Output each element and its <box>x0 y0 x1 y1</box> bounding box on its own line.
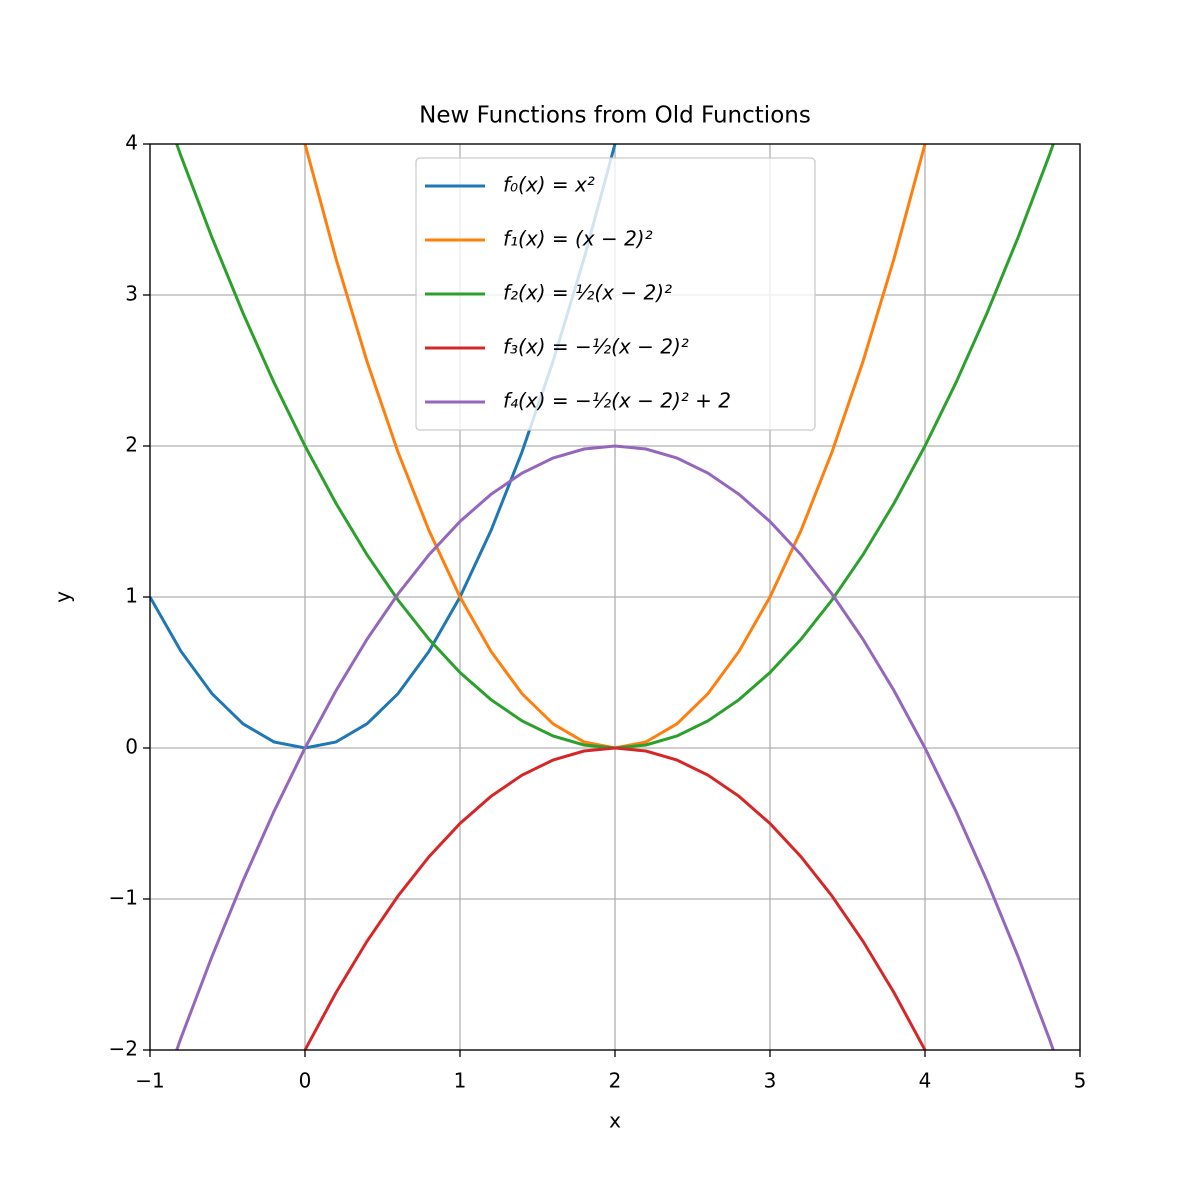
y-tick-label: −2 <box>109 1037 138 1061</box>
x-axis-label: x <box>609 1109 621 1133</box>
series-line <box>303 746 927 1050</box>
ticks: −1 0 1 2 3 4 5 −2 −1 0 1 2 3 4 <box>109 131 1087 1093</box>
y-tick-label: 0 <box>125 735 138 759</box>
series-line <box>175 444 1055 1050</box>
y-tick-label: 3 <box>125 282 138 306</box>
y-axis-label: y <box>51 591 75 603</box>
legend-label: f₂(x) = ½(x − 2)² <box>503 281 672 305</box>
legend-label: f₁(x) = (x − 2)² <box>503 227 653 251</box>
x-tick-label: 2 <box>609 1069 622 1093</box>
plot-area <box>150 144 1055 1050</box>
x-tick-label: 0 <box>299 1069 312 1093</box>
x-tick-label: −1 <box>135 1069 164 1093</box>
y-tick-label: 4 <box>125 131 138 155</box>
x-tick-label: 3 <box>764 1069 777 1093</box>
x-tick-label: 1 <box>454 1069 467 1093</box>
x-tick-label: 5 <box>1074 1069 1087 1093</box>
legend-label: f₀(x) = x² <box>503 173 595 197</box>
legend-label: f₄(x) = −½(x − 2)² + 2 <box>503 389 731 413</box>
legend-box <box>415 157 816 431</box>
legend-label: f₃(x) = −½(x − 2)² <box>503 335 689 359</box>
chart-title: New Functions from Old Functions <box>419 103 811 129</box>
y-tick-label: 2 <box>125 433 138 457</box>
y-tick-label: −1 <box>109 886 138 910</box>
x-tick-label: 4 <box>919 1069 932 1093</box>
y-tick-label: 1 <box>125 584 138 608</box>
legend: f₀(x) = x² f₁(x) = (x − 2)² f₂(x) = ½(x − … <box>415 157 816 431</box>
